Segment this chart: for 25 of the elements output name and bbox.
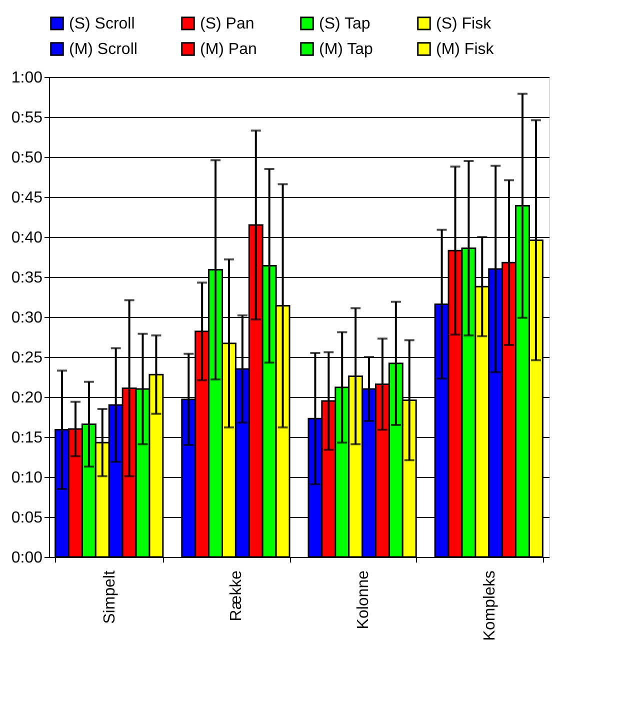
y-tick-label: 0:50	[11, 150, 43, 166]
y-tick-label: 0:00	[11, 550, 43, 566]
legend-label: (M) Tap	[319, 41, 374, 58]
legend-label: (S) Tap	[319, 15, 370, 32]
legend-label: (S) Pan	[200, 15, 254, 32]
y-tick-label: 0:30	[11, 310, 43, 326]
y-tick-label: 0:25	[11, 350, 43, 366]
y-tick-label: 0:55	[11, 110, 43, 126]
y-tick-label: 0:45	[11, 190, 43, 206]
y-tick-label: 0:10	[11, 470, 43, 486]
y-tick-label: 0:20	[11, 390, 43, 406]
y-tick-label: 1:00	[11, 70, 43, 86]
y-tick-label: 0:35	[11, 270, 43, 286]
legend-label: (M) Scroll	[69, 41, 138, 58]
x-tick-label: Række	[228, 570, 246, 622]
legend-label: (S) Scroll	[69, 15, 135, 32]
x-tick-label: Simpelt	[102, 570, 119, 624]
y-tick-label: 0:40	[11, 230, 43, 246]
legend-label: (S) Fisk	[436, 15, 492, 32]
x-tick-label: Kompleks	[481, 570, 498, 641]
legend-label: (M) Fisk	[436, 41, 495, 58]
x-tick-label: Kolonne	[354, 570, 372, 630]
legend-label: (M) Pan	[200, 41, 257, 58]
y-tick-label: 0:15	[11, 430, 43, 446]
y-tick-label: 0:05	[11, 510, 43, 526]
